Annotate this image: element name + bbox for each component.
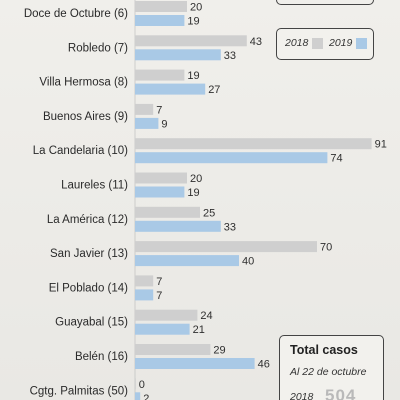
value-label-2019: 74 (330, 153, 342, 165)
bar-2018 (135, 172, 187, 184)
top-frame (276, 0, 374, 5)
value-label-2018: 0 (139, 379, 145, 391)
category-label: El Poblado (14) (49, 282, 128, 294)
value-label-2018: 25 (203, 207, 215, 219)
total-cases-box: Total casos Al 22 de octubre 2018 504 (279, 335, 384, 400)
value-label-2018: 70 (320, 242, 332, 254)
bar-2019 (135, 220, 221, 232)
value-label-2018: 29 (213, 345, 225, 357)
bar-2018 (135, 35, 247, 47)
value-label-2019: 19 (187, 187, 199, 199)
legend-swatch-2019 (356, 37, 368, 49)
bar-2019 (135, 358, 255, 369)
legend-swatch-2018 (312, 37, 324, 49)
value-label-2018: 24 (200, 310, 212, 322)
bar-2018 (135, 309, 198, 321)
value-label-2018: 91 (375, 139, 387, 151)
value-label-2019: 33 (224, 221, 236, 233)
bar-2019 (135, 49, 221, 61)
total-cases-year: 2018 (290, 391, 314, 400)
bar-2018 (135, 275, 154, 287)
bar-2019 (135, 186, 185, 198)
bar-2019 (135, 152, 328, 164)
category-label: Villa Hermosa (8) (39, 77, 128, 89)
value-label-2019: 7 (156, 290, 162, 302)
category-label: Laureles (11) (61, 180, 128, 192)
bar-2019 (135, 392, 141, 400)
category-label: Doce de Octubre (6) (24, 8, 128, 20)
category-label: Robledo (7) (68, 42, 128, 54)
category-label: Belén (16) (75, 351, 128, 363)
category-label: Cgtg. Palmitas (50) (30, 385, 129, 397)
legend-label-2019: 2019 (329, 37, 353, 49)
value-label-2018: 19 (187, 70, 199, 82)
bar-2018 (135, 206, 200, 218)
value-label-2019: 19 (187, 16, 199, 28)
total-cases-title: Total casos (290, 343, 358, 357)
category-label: La América (12) (47, 214, 128, 226)
value-label-2019: 27 (208, 84, 220, 96)
bar-2018 (135, 69, 185, 81)
category-label: La Candelaria (10) (33, 145, 128, 157)
value-label-2018: 7 (156, 276, 162, 288)
value-label-2019: 21 (193, 324, 205, 336)
value-label-2018: 20 (190, 173, 202, 185)
bar-2019 (135, 15, 185, 26)
bar-2019 (135, 83, 206, 95)
total-cases-value: 504 (325, 386, 357, 400)
bar-2018 (135, 138, 372, 150)
value-label-2019: 46 (258, 359, 270, 371)
value-label-2018: 20 (190, 2, 202, 14)
value-label-2018: 43 (250, 36, 262, 48)
category-label: San Javier (13) (50, 248, 128, 260)
category-label: Buenos Aires (9) (43, 111, 128, 123)
bar-2018 (135, 344, 211, 355)
value-label-2018: 7 (156, 104, 162, 116)
bar-2019 (135, 255, 239, 267)
bar-2018 (135, 1, 187, 12)
bar-2018 (135, 241, 317, 253)
bar-2019 (135, 323, 190, 335)
total-cases-subtitle: Al 22 de octubre (290, 366, 367, 378)
value-label-2019: 9 (161, 118, 167, 130)
bar-2019 (135, 289, 154, 301)
value-label-2019: 33 (224, 50, 236, 62)
value-label-2019: 40 (242, 256, 254, 268)
value-label-2019: 2 (143, 393, 149, 400)
bar-2018 (135, 378, 136, 390)
bar-2019 (135, 117, 159, 129)
legend-label-2018: 2018 (285, 37, 309, 49)
bar-2018 (135, 103, 154, 115)
category-label: Guayabal (15) (55, 317, 128, 329)
legend-item-2018: 2018 (285, 37, 324, 49)
legend: 2018 2019 (276, 28, 374, 60)
legend-item-2019: 2019 (329, 37, 368, 49)
